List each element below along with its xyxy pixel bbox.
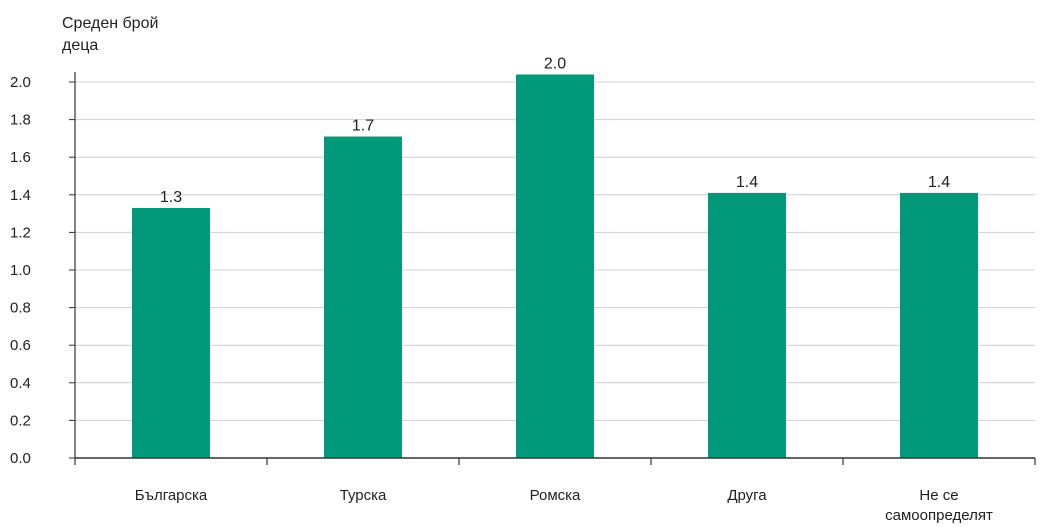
y-tick-label: 0.0 [10,450,31,467]
y-tick-label: 1.0 [10,262,31,279]
data-label: 1.7 [352,118,374,135]
x-category-label: Турска [340,487,387,504]
y-axis-label-line-1: Среден брой [62,15,158,32]
x-category-label: Българска [135,487,208,504]
x-category-label: Не се [919,487,958,504]
y-tick-label: 0.4 [10,375,31,392]
data-label: 2.0 [544,55,566,72]
y-tick-label: 0.2 [10,412,31,429]
bar [516,74,594,458]
y-tick-label: 1.8 [10,112,31,129]
data-label: 1.3 [160,189,182,206]
data-labels: 1.3 1.7 2.0 1.4 1.4 [160,55,950,205]
x-category-label: Друга [727,487,767,504]
axes [74,72,1036,465]
data-label: 1.4 [736,174,758,191]
data-label: 1.4 [928,174,950,191]
y-tick-label: 0.8 [10,300,31,317]
y-tick-label: 2.0 [10,74,31,91]
bar [324,136,402,458]
x-category-label: самоопределят [885,507,993,524]
x-category-labels: Българска Турска Ромска Друга Не се самоопред… [135,487,993,524]
x-category-label: Ромска [530,487,581,504]
y-tick-label: 0.6 [10,337,31,354]
y-axis-label-line-2: деца [62,37,98,54]
bar [900,192,978,459]
y-tick-label: 1.6 [10,149,31,166]
bars [132,74,978,459]
y-tick-label: 1.4 [10,187,31,204]
y-tick-labels: 0.0 0.2 0.4 0.6 0.8 1.0 1.2 1.4 1.6 1.8 2.0 [10,74,31,467]
bar [132,207,210,458]
bar [708,192,786,459]
y-tick-label: 1.2 [10,224,31,241]
